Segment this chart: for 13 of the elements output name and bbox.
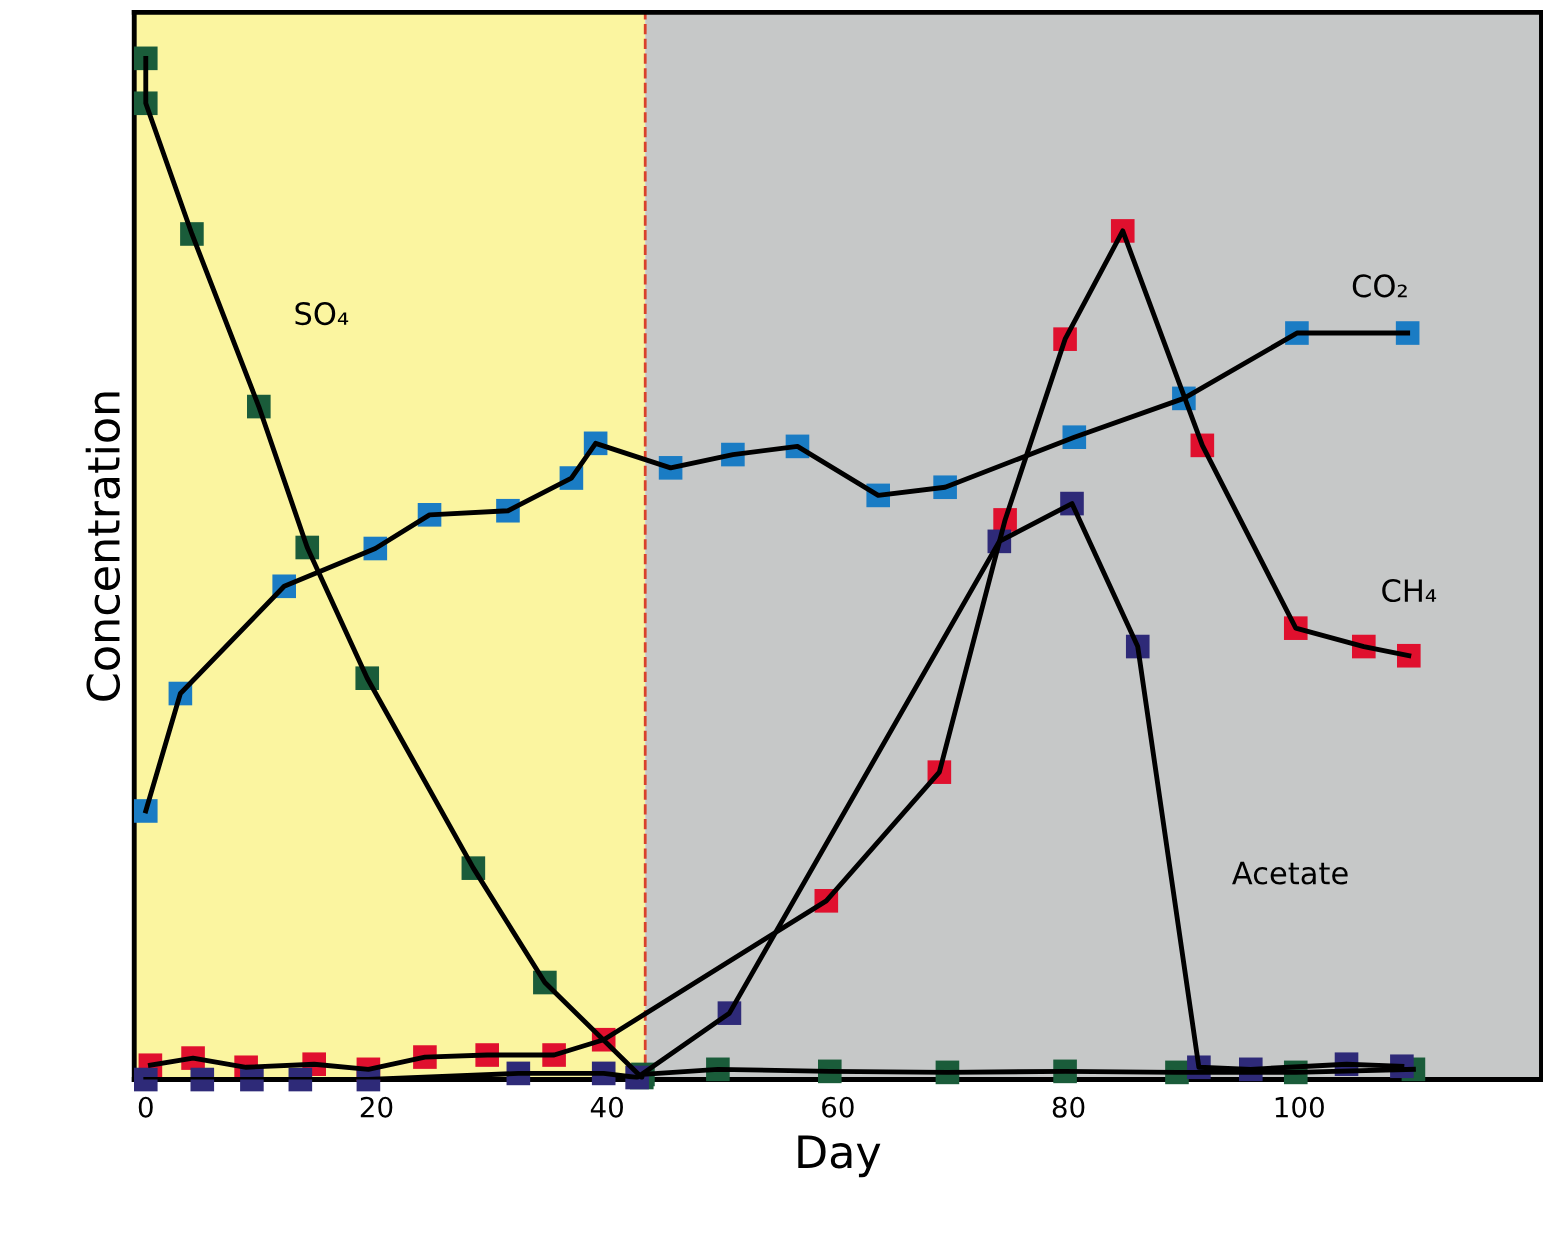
x-axis-title: Day: [798, 1135, 881, 1178]
series-label: Acetate: [1232, 861, 1348, 885]
x-tick-label: 20: [360, 1096, 393, 1118]
x-tick-label: 80: [1052, 1096, 1085, 1118]
point: [133, 1067, 158, 1092]
x-tick-label: 0: [138, 1096, 153, 1118]
y-axis-title: Concentration: [85, 392, 121, 701]
text: SO₄: [295, 302, 349, 326]
x-tick-label: 40: [590, 1096, 623, 1118]
series-label: CO₂: [1352, 274, 1407, 298]
series-label: CH₄: [1382, 578, 1437, 603]
x-tick-label: 100: [1275, 1096, 1324, 1118]
x-tick-label: 60: [822, 1096, 854, 1118]
